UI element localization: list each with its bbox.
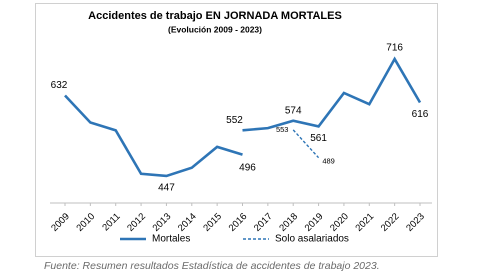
data-label: 489 bbox=[322, 157, 335, 166]
series-line bbox=[292, 129, 320, 159]
chart-subtitle: (Evolución 2009 - 2023) bbox=[168, 24, 262, 34]
series-line bbox=[242, 56, 422, 132]
data-label: 561 bbox=[310, 133, 327, 144]
data-label: 553 bbox=[276, 125, 289, 134]
data-label: 716 bbox=[386, 43, 403, 54]
data-label: 632 bbox=[51, 80, 68, 91]
data-label: 447 bbox=[158, 183, 175, 194]
legend-label: Mortales bbox=[152, 234, 190, 245]
chart-title: Accidentes de trabajo EN JORNADA MORTALE… bbox=[88, 10, 342, 22]
data-label: 616 bbox=[412, 109, 429, 120]
data-label: 552 bbox=[226, 115, 243, 126]
data-label: 574 bbox=[285, 105, 302, 116]
source-note: Fuente: Resumen resultados Estadística d… bbox=[44, 260, 380, 272]
legend-label: Solo asalariados bbox=[275, 234, 349, 245]
series-line bbox=[64, 94, 243, 178]
data-label: 496 bbox=[239, 162, 256, 173]
chart-frame bbox=[35, 3, 438, 257]
